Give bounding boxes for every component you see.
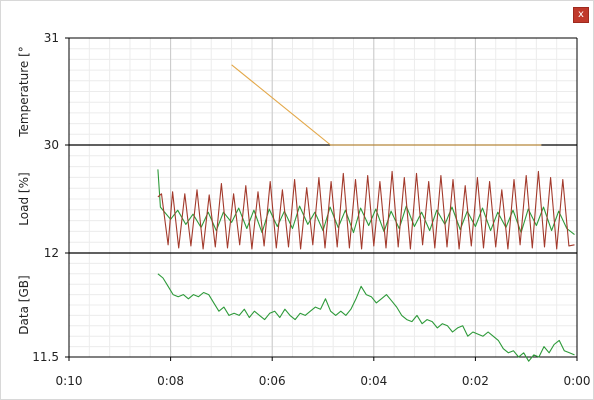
y-tick-label: 11.5 [32, 350, 59, 364]
y-tick-label: 31 [44, 31, 59, 45]
y-axis-label: Data [GB] [17, 275, 31, 334]
y-axis-label: Load [%] [17, 172, 31, 225]
x-tick-label: 0:02 [462, 374, 489, 388]
close-button[interactable]: x [573, 7, 589, 23]
panel-3-grid [68, 252, 577, 358]
y-tick-label: 12 [44, 246, 59, 260]
panel-3-series-1 [157, 273, 575, 362]
panel-1-series-1 [231, 64, 542, 146]
x-tick-label: 0:04 [360, 374, 387, 388]
x-tick-label: 0:00 [564, 374, 591, 388]
y-axis-label: Temperature [° [17, 46, 31, 138]
panel-2-series-2 [157, 170, 575, 250]
x-tick-label: 0:08 [157, 374, 184, 388]
panel-2-grid [68, 144, 577, 253]
plot-frame [68, 37, 578, 358]
y-tick-label: 30 [44, 138, 59, 152]
x-tick-label: 0:10 [56, 374, 83, 388]
x-tick-label: 0:06 [259, 374, 286, 388]
panel-1-grid [68, 37, 577, 146]
